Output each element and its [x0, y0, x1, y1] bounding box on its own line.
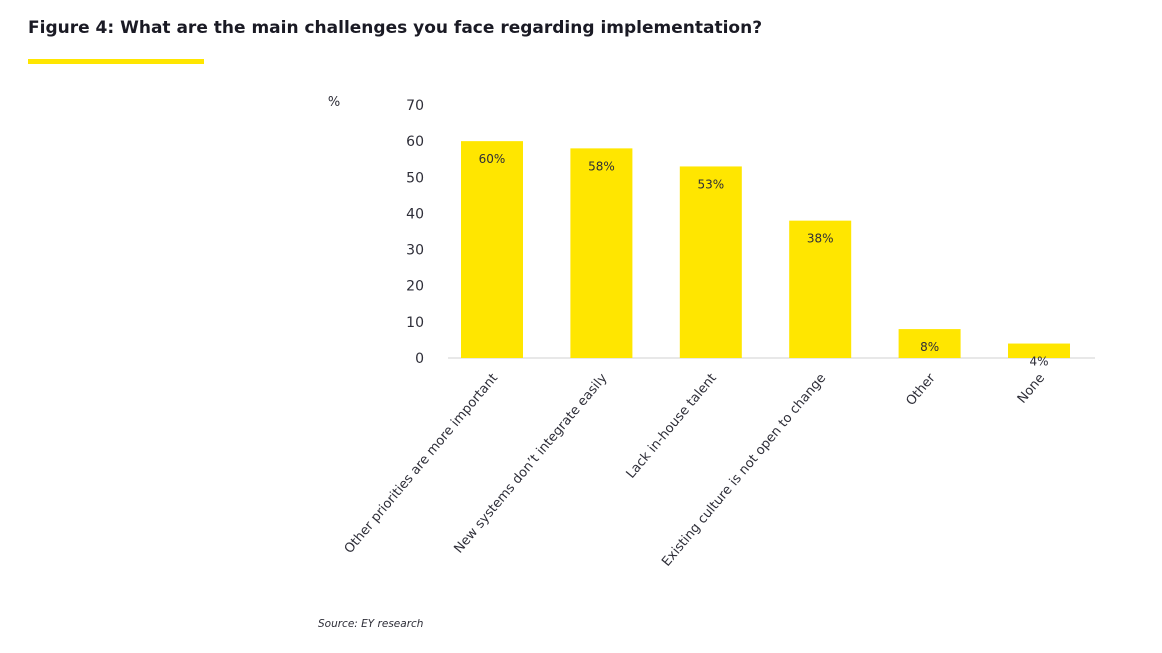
y-axis: % 0 10 20 30 40 50 60 70 [328, 95, 424, 367]
y-tick-label: 0 [415, 351, 424, 367]
x-category-label: Other [903, 370, 939, 408]
y-tick-label: 30 [406, 243, 424, 259]
y-axis-unit-label: % [328, 95, 340, 110]
source-note: Source: EY research [318, 618, 424, 630]
x-category-label: None [1015, 371, 1048, 407]
bar [789, 220, 852, 358]
title-underline [28, 59, 204, 64]
bar-value-label: 4% [1029, 355, 1048, 369]
y-tick-label: 50 [406, 170, 424, 186]
bar-value-label: 58% [588, 159, 615, 173]
bar-value-label: 38% [807, 232, 834, 246]
bar-value-label: 8% [920, 340, 939, 354]
y-tick-label: 10 [406, 315, 424, 331]
bar-value-label: 60% [479, 152, 506, 166]
y-tick-label: 20 [406, 279, 424, 295]
bar [461, 141, 523, 358]
bars-group [461, 141, 1070, 358]
y-tick-label: 40 [406, 206, 424, 222]
figure-title: Figure 4: What are the main challenges y… [28, 18, 763, 38]
bar-value-label: 53% [697, 177, 724, 191]
bar [679, 166, 742, 358]
y-tick-label: 70 [406, 98, 424, 114]
x-category-label: Lack in-house talent [624, 371, 720, 482]
data-labels-group: 60% 58% 53% 38% 8% 4% [479, 152, 1049, 368]
bar [1008, 343, 1070, 358]
y-tick-label: 60 [406, 134, 424, 150]
bar [570, 148, 633, 358]
bar [898, 329, 961, 358]
